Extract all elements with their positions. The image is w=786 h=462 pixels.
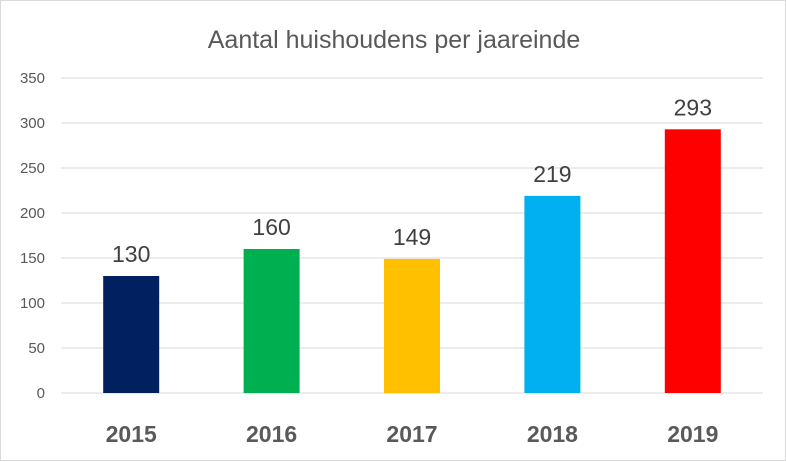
y-tick-label: 0 [37,385,45,402]
y-tick-label: 300 [20,115,45,132]
y-tick-label: 350 [20,70,45,87]
x-tick-label-2016: 2016 [246,421,297,447]
y-tick-label: 200 [20,205,45,222]
bar-2017 [384,258,440,393]
x-axis-ticks: 2015 2016 2017 2018 2019 [106,421,719,447]
bar-2019 [664,129,721,394]
y-tick-label: 50 [28,340,45,357]
bar-2016 [243,249,300,393]
data-label-2017: 149 [393,224,431,250]
data-label-2019: 293 [674,94,712,120]
bar-2015 [103,276,160,393]
bars [103,129,721,394]
x-tick-label-2018: 2018 [527,421,578,447]
data-label-2015: 130 [112,241,150,267]
chart-title: Aantal huishoudens per jaareinde [208,26,581,54]
data-label-2018: 219 [533,161,571,187]
x-tick-label-2017: 2017 [386,421,437,447]
x-tick-label-2015: 2015 [106,421,157,447]
y-axis-ticks: 0 50 100 150 200 250 300 350 [20,70,45,402]
y-tick-label: 250 [20,160,45,177]
x-tick-label-2019: 2019 [667,421,718,447]
y-tick-label: 100 [20,295,45,312]
data-labels: 130 160 149 219 293 [112,94,712,267]
data-label-2016: 160 [252,214,290,240]
bar-2018 [524,195,581,393]
y-tick-label: 150 [20,250,45,267]
